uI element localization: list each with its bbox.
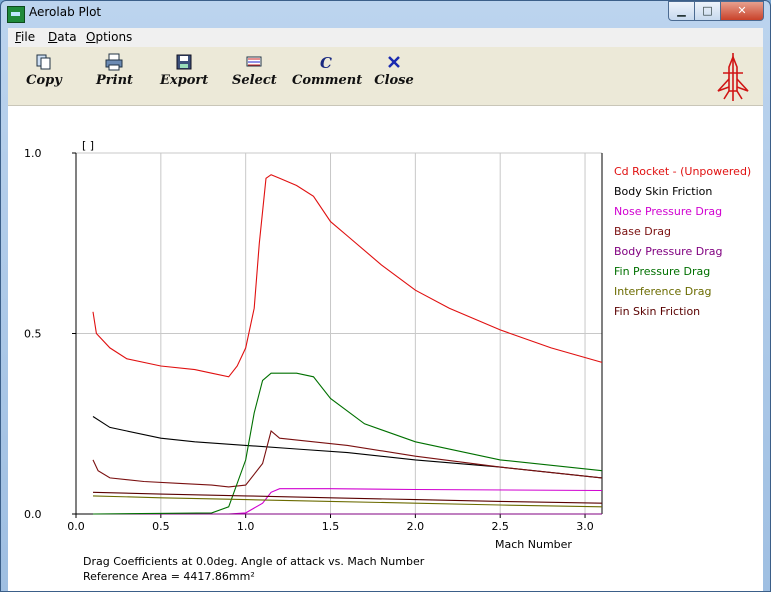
export-icon [176,54,192,70]
menu-data[interactable]: Data [48,30,77,44]
x-tick-label: 2.5 [491,520,509,533]
legend-entry: Fin Pressure Drag [614,265,710,278]
x-tick-label: 0.0 [67,520,85,533]
copy-icon [36,54,51,70]
comment-label: Comment [292,73,363,88]
series-line [92,174,603,378]
export-button[interactable]: Export [160,53,208,88]
rocket-logo-icon [717,53,749,101]
series-line [92,495,603,508]
x-tick-label: 1.0 [237,520,255,533]
title-bar[interactable]: Aerolab Plot ▁ □ ✕ [1,1,770,27]
x-tick-label: 1.5 [322,520,340,533]
legend-entry: Base Drag [614,225,671,238]
client-area: File Data Options Copy Print Export Sele… [8,28,763,591]
x-tick-label: 2.0 [407,520,425,533]
export-label: Export [160,73,209,88]
close-label: Close [374,73,414,88]
y-unit-label: [ ] [82,139,94,152]
print-button[interactable]: Print [96,53,134,88]
toolbar: Copy Print Export Select C Comment Close [8,47,763,106]
footer-caption: Drag Coefficients at 0.0deg. Angle of at… [83,555,425,568]
close-window-button[interactable]: ✕ [721,1,764,21]
comment-button[interactable]: C Comment [292,53,363,88]
x-tick-label: 3.0 [576,520,594,533]
minimize-button[interactable]: ▁ [668,1,695,21]
plot-area: 0.0 0.5 1.0 1.5 2.0 2.5 3.0 0.0 0.5 1.0 [ ] Mach Nu… [8,106,763,591]
legend-entry: Interference Drag [614,285,712,298]
x-tick-label: 0.5 [152,520,170,533]
legend-entry: Fin Skin Friction [614,305,700,318]
series-line [92,491,603,504]
menu-file[interactable]: File [15,30,36,44]
y-tick-label: 1.0 [24,147,42,160]
x-axis-label: Mach Number [495,538,572,551]
legend-entry: Body Pressure Drag [614,245,722,258]
svg-text:C: C [320,54,332,71]
window-title: Aerolab Plot [29,5,102,19]
legend-entry: Body Skin Friction [614,185,712,198]
app-icon [7,6,25,23]
footer-reference-area: Reference Area = 4417.86mm² [83,570,255,583]
comment-icon: C [320,54,332,71]
print-label: Print [96,73,134,88]
y-tick-label: 0.0 [24,508,42,521]
series-line [92,416,603,479]
maximize-button[interactable]: □ [695,1,721,21]
legend-entry: Cd Rocket - (Unpowered) [614,165,751,178]
menu-options[interactable]: Options [86,30,133,44]
select-button[interactable]: Select [232,53,277,88]
menu-bar: File Data Options [8,28,763,47]
select-label: Select [232,73,277,88]
series-line [92,430,603,488]
legend-entry: Nose Pressure Drag [614,205,722,218]
close-icon [388,56,400,68]
close-button[interactable]: Close [374,53,414,88]
y-tick-label: 0.5 [24,328,42,341]
copy-button[interactable]: Copy [26,53,62,88]
copy-label: Copy [26,73,62,88]
drag-chart: 0.0 0.5 1.0 1.5 2.0 2.5 3.0 0.0 0.5 1.0 [ ] Mach Nu… [24,139,751,551]
select-icon [246,56,262,67]
print-icon [105,53,123,71]
series-line [92,372,603,515]
